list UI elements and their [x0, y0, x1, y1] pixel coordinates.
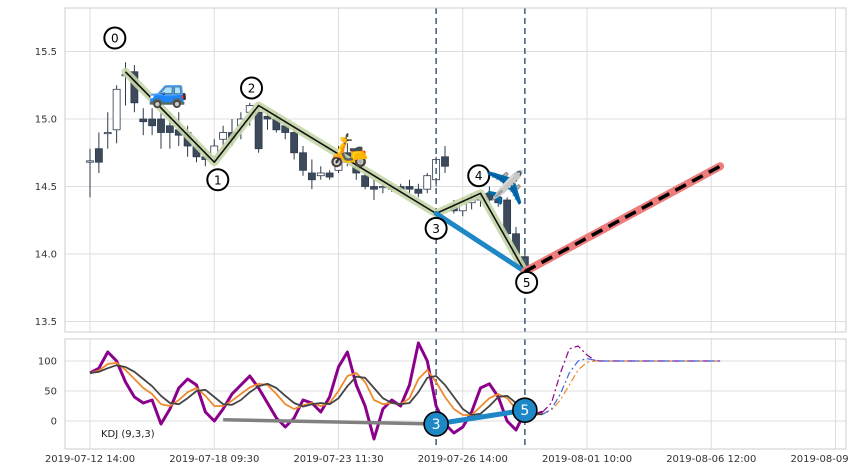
indicator-marker-text: 5	[520, 403, 529, 419]
wave-label-text: 1	[214, 173, 222, 187]
candle-body	[494, 196, 503, 204]
candle-body	[299, 152, 307, 171]
candle-body	[148, 118, 157, 127]
price-ytick-label: 15.0	[35, 115, 57, 126]
candle-body	[316, 172, 325, 177]
price-ytick-label: 13.5	[35, 317, 57, 328]
indicator-ytick-label: 50	[44, 387, 57, 398]
candle-body	[103, 132, 112, 135]
price-ytick-label: 14.0	[35, 250, 57, 261]
kdj-legend-label: KDJ (9,3,3)	[101, 429, 155, 440]
candle-body	[361, 175, 370, 187]
candle-body	[254, 111, 263, 150]
price-ytick-label: 14.5	[35, 182, 57, 193]
xtick-label: 2019-08-09 10:00	[790, 454, 852, 465]
wave-label-text: 5	[523, 276, 531, 290]
car-icon: 🚙	[148, 71, 188, 109]
indicator-axes-frame	[64, 338, 847, 450]
scooter-icon: 🛵	[329, 131, 369, 169]
indicator-marker-circle	[512, 397, 538, 424]
wave-label-circle	[467, 164, 491, 188]
wave-label-text: 2	[248, 81, 256, 95]
wave-label-5: 5	[515, 270, 539, 294]
candle-body	[112, 88, 121, 131]
candle-body	[370, 186, 378, 190]
price-plot-area	[65, 8, 846, 332]
candle-body	[139, 118, 148, 123]
wave-label-circle	[515, 270, 539, 294]
xtick-label: 2019-08-01 10:00	[542, 454, 632, 465]
wave-label-circle	[424, 216, 448, 240]
candle-body	[325, 172, 334, 178]
candle-body	[414, 188, 423, 194]
xtick-label: 2019-07-26 14:00	[418, 454, 508, 465]
kdj-series-k-forecast	[542, 358, 721, 415]
xtick-label: 2019-07-23 11:30	[293, 454, 383, 465]
wave-label-text: 0	[111, 32, 119, 46]
wave-label-circle	[240, 76, 264, 100]
price-axes-frame	[64, 7, 847, 333]
indicator-ytick-label: 0	[51, 417, 57, 428]
indicator-blue-line	[435, 407, 526, 427]
indicator-panel: 0 50 100 2019-07-12 14:00 2019-07-18 09:30 20…	[38, 338, 852, 465]
wave-label-2: 2	[240, 76, 264, 100]
candle-body	[423, 175, 432, 190]
xtick-label: 2019-07-18 09:30	[169, 454, 259, 465]
candle-body	[94, 148, 103, 163]
price-ytick-label: 15.5	[35, 47, 57, 58]
candle-body	[290, 132, 299, 154]
candle-body	[405, 186, 414, 190]
wave-label-3: 3	[424, 216, 448, 240]
indicator-ytick-label: 100	[38, 357, 57, 368]
wave-label-0: 0	[103, 26, 127, 50]
xtick-label: 2019-08-06 12:00	[666, 454, 756, 465]
wave-label-text: 4	[475, 169, 483, 183]
wave-label-4: 4	[467, 164, 491, 188]
kdj-series-j-forecast	[542, 345, 721, 413]
price-panel: 13.5 14.0 14.5 15.0 15.5 0 1 2 3 4 5 🚙 🛵 ✈️	[35, 7, 847, 333]
indicator-marker-circle	[423, 411, 449, 437]
candle-body	[219, 132, 228, 140]
candle-body	[157, 118, 165, 133]
kdj-series-k	[89, 364, 543, 416]
candle-body	[165, 125, 174, 133]
candle-body	[441, 156, 449, 167]
indicator-marker-3: 3	[423, 411, 449, 437]
wave-label-circle	[206, 168, 230, 192]
candle-body	[307, 172, 316, 181]
wave-label-1: 1	[206, 168, 230, 192]
wave-label-circle	[103, 26, 127, 50]
candle-body	[86, 160, 94, 163]
forecast-glow	[520, 162, 725, 276]
indicator-marker-text: 3	[432, 417, 441, 433]
indicator-marker-5: 5	[512, 397, 538, 424]
projection-line	[433, 211, 528, 275]
zigzag-line	[124, 71, 526, 272]
wave-label-text: 3	[432, 222, 440, 236]
airplane-icon: ✈️	[485, 169, 525, 207]
indicator-gray-line	[223, 418, 437, 426]
xtick-label: 2019-07-12 14:00	[45, 454, 135, 465]
